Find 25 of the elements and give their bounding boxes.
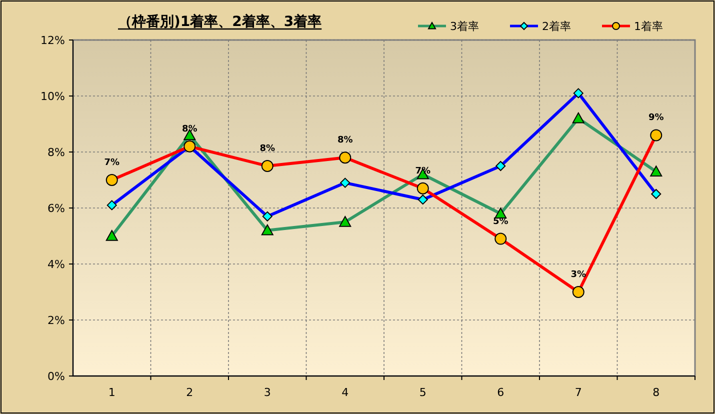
x-tick-label: 8	[652, 386, 660, 399]
legend-label: 3着率	[450, 20, 479, 33]
chart-title: （枠番別)1着率、2着率、3着率	[118, 13, 322, 30]
x-tick-label: 2	[186, 386, 194, 399]
data-label: 3%	[570, 270, 586, 280]
legend-label: 2着率	[542, 20, 571, 33]
data-label: 8%	[337, 136, 353, 146]
x-tick-label: 7	[574, 386, 582, 399]
y-tick-label: 6%	[48, 202, 65, 215]
y-tick-label: 8%	[48, 146, 65, 159]
y-tick-label: 4%	[48, 258, 65, 271]
data-label: 8%	[260, 144, 276, 154]
x-tick-label: 4	[342, 386, 349, 399]
x-tick-label: 3	[264, 386, 271, 399]
y-tick-label: 12%	[40, 34, 65, 47]
x-tick-label: 5	[419, 386, 426, 399]
data-label: 8%	[182, 124, 198, 134]
data-label: 9%	[648, 113, 664, 124]
y-tick-label: 10%	[40, 90, 65, 103]
data-label: 7%	[104, 158, 120, 168]
legend-label: 1着率	[634, 20, 663, 33]
y-tick-label: 2%	[48, 314, 65, 327]
x-tick-label: 1	[108, 386, 116, 399]
x-tick-label: 6	[497, 386, 504, 399]
y-tick-label: 0%	[48, 370, 65, 383]
